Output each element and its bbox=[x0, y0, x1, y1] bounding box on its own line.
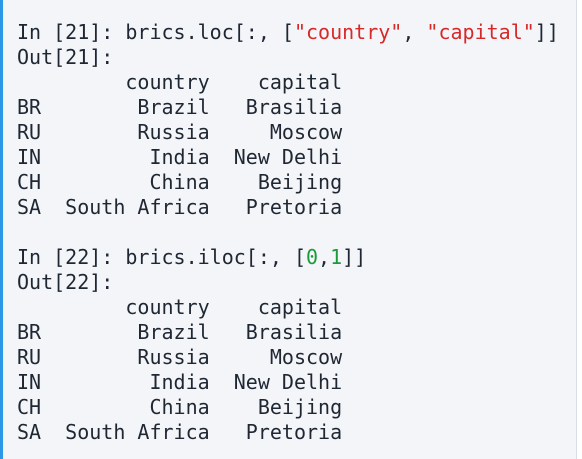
code-text: , bbox=[402, 20, 427, 44]
table-row: BR Brazil Brasilia bbox=[17, 320, 343, 344]
string-literal: "capital" bbox=[426, 20, 535, 44]
table-row: RU Russia Moscow bbox=[17, 120, 343, 144]
code-text: ]] bbox=[534, 20, 559, 44]
table-row: BR Brazil Brasilia bbox=[17, 95, 343, 119]
code-text: brics.loc[:, [ bbox=[125, 20, 294, 44]
input-line-22: In [22]: brics.iloc[:, [0,1]] bbox=[17, 245, 559, 270]
table-row: IN India New Delhi bbox=[17, 145, 343, 169]
table-row: RU Russia Moscow bbox=[17, 345, 343, 369]
output-prompt: Out[21]: bbox=[17, 45, 114, 69]
input-line-21: In [21]: brics.loc[:, ["country", "capit… bbox=[17, 20, 559, 45]
code-text: ]] bbox=[342, 245, 367, 269]
table-row: SA South Africa Pretoria bbox=[17, 420, 343, 444]
number-literal: 1 bbox=[330, 245, 343, 269]
string-literal: "country" bbox=[293, 20, 403, 44]
code-text: , bbox=[318, 245, 331, 269]
output-prompt: Out[22]: bbox=[17, 270, 114, 294]
table-row: CH China Beijing bbox=[17, 395, 343, 419]
table-header: country capital bbox=[17, 70, 343, 94]
input-prompt: In [22]: bbox=[17, 245, 126, 269]
blank-line bbox=[17, 220, 559, 245]
code-text: brics.iloc[:, [ bbox=[125, 245, 306, 269]
input-prompt: In [21]: bbox=[17, 20, 126, 44]
table-row: CH China Beijing bbox=[17, 170, 343, 194]
number-literal: 0 bbox=[306, 245, 319, 269]
console-code-block: In [21]: brics.loc[:, ["country", "capit… bbox=[17, 20, 559, 445]
table-row: IN India New Delhi bbox=[17, 370, 343, 394]
table-header: country capital bbox=[17, 295, 343, 319]
table-row: SA South Africa Pretoria bbox=[17, 195, 343, 219]
